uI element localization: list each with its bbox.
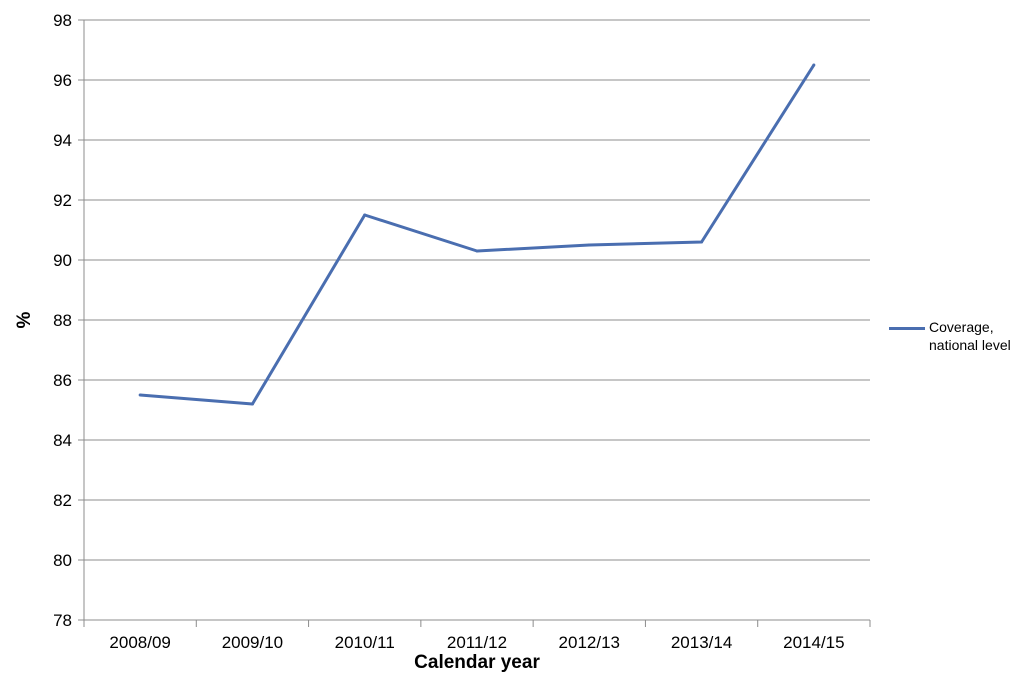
x-tick-label: 2013/14 [671, 633, 732, 652]
legend-swatch [889, 327, 925, 330]
y-tick-label: 78 [53, 611, 72, 630]
legend-label-line-1: Coverage, [929, 319, 994, 335]
y-tick-label: 84 [53, 431, 72, 450]
legend-label-line-2: national level [929, 337, 1011, 353]
y-tick-label: 82 [53, 491, 72, 510]
x-tick-label: 2010/11 [335, 633, 395, 652]
y-tick-label: 96 [53, 71, 72, 90]
x-tick-label: 2014/15 [783, 633, 844, 652]
data-point [475, 249, 479, 253]
series-line [140, 64, 816, 406]
x-axis-title: Calendar year [414, 652, 540, 673]
y-tick-label: 92 [53, 191, 72, 210]
legend: Coverage, national level [889, 318, 1011, 354]
data-point [363, 213, 367, 217]
data-point [812, 63, 816, 67]
x-tick-label: 2012/13 [559, 633, 620, 652]
y-tick-label: 88 [53, 311, 72, 330]
data-point [700, 240, 704, 244]
data-point [250, 402, 254, 406]
y-axis-title: % [14, 311, 35, 328]
x-tick-label: 2011/12 [447, 633, 507, 652]
x-tick-label: 2008/09 [109, 633, 170, 652]
legend-label: Coverage, national level [929, 318, 1011, 354]
y-tick-label: 90 [53, 251, 72, 270]
y-tick-label: 94 [53, 131, 72, 150]
y-tick-label: 80 [53, 551, 72, 570]
data-point [587, 243, 591, 247]
y-tick-label: 86 [53, 371, 72, 390]
y-tick-label: 98 [53, 11, 72, 30]
x-tick-label: 2009/10 [222, 633, 283, 652]
data-point [138, 393, 142, 397]
